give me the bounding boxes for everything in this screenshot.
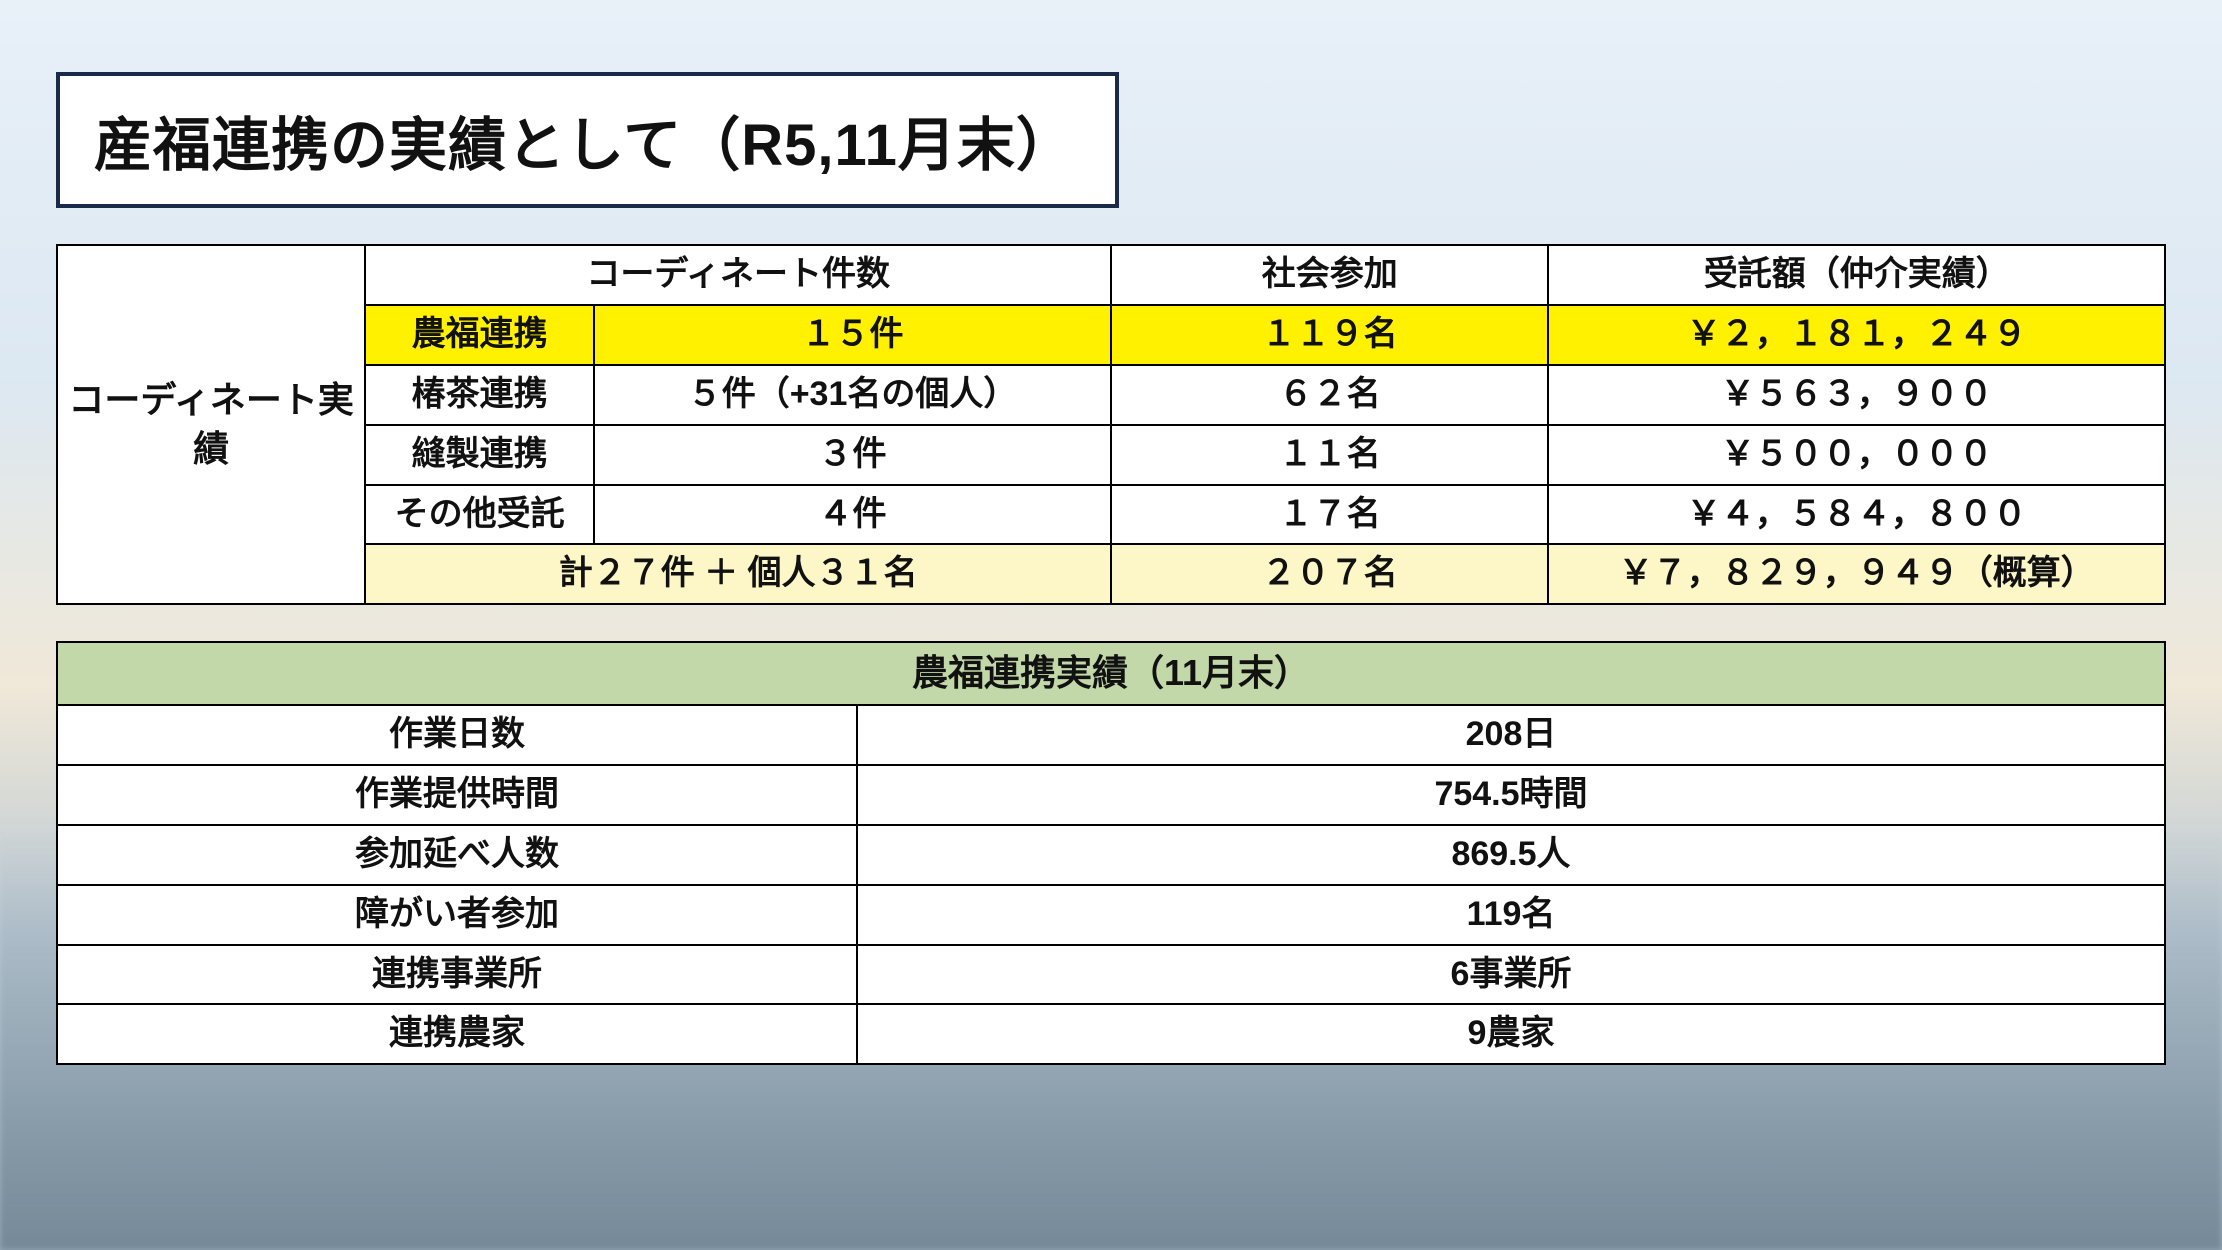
table1-total-amount: ￥７，８２９，９４９（概算）: [1548, 544, 2165, 604]
table1-col-coord: コーディネート件数: [365, 245, 1111, 305]
table1-total-participation: ２０７名: [1111, 544, 1548, 604]
table2-row1-value: 754.5時間: [857, 765, 2165, 825]
table1-row3-count: ４件: [594, 485, 1111, 545]
table2-header-row: 農福連携実績（11月末）: [57, 642, 2165, 705]
table1-row0-amount: ￥２，１８１，２４９: [1548, 305, 2165, 365]
table2-row4-label: 連携事業所: [57, 945, 857, 1005]
table2-row-1: 作業提供時間 754.5時間: [57, 765, 2165, 825]
table1-row3-amount: ￥４，５８４，８００: [1548, 485, 2165, 545]
table2-row1-label: 作業提供時間: [57, 765, 857, 825]
table2-row2-value: 869.5人: [857, 825, 2165, 885]
title-box: 産福連携の実績として（R5,11月末）: [56, 72, 1119, 208]
table1-row0-category: 農福連携: [365, 305, 594, 365]
table1-row1-category: 椿茶連携: [365, 365, 594, 425]
page-title: 産福連携の実績として（R5,11月末）: [94, 98, 1075, 182]
table1-row3-participation: １７名: [1111, 485, 1548, 545]
table1-total-coord: 計２７件 ＋ 個人３１名: [365, 544, 1111, 604]
table1-row-2: 縫製連携 ３件 １１名 ￥５００，０００: [57, 425, 2165, 485]
table2-row0-value: 208日: [857, 705, 2165, 765]
table2-row0-label: 作業日数: [57, 705, 857, 765]
coordination-results-table: コーディネート実績 コーディネート件数 社会参加 受託額（仲介実績） 農福連携 …: [56, 244, 2166, 605]
table1-rowhead: コーディネート実績: [57, 245, 365, 604]
table1-row1-participation: ６２名: [1111, 365, 1548, 425]
table2-row-3: 障がい者参加 119名: [57, 885, 2165, 945]
table2-row-2: 参加延べ人数 869.5人: [57, 825, 2165, 885]
table2-row5-label: 連携農家: [57, 1004, 857, 1064]
table2-row-4: 連携事業所 6事業所: [57, 945, 2165, 1005]
table2-row4-value: 6事業所: [857, 945, 2165, 1005]
table2-row-5: 連携農家 9農家: [57, 1004, 2165, 1064]
table1-row-3: その他受託 ４件 １７名 ￥４，５８４，８００: [57, 485, 2165, 545]
table2-row-0: 作業日数 208日: [57, 705, 2165, 765]
table1-total-row: 計２７件 ＋ 個人３１名 ２０７名 ￥７，８２９，９４９（概算）: [57, 544, 2165, 604]
table2-header: 農福連携実績（11月末）: [57, 642, 2165, 705]
noufuku-results-table: 農福連携実績（11月末） 作業日数 208日 作業提供時間 754.5時間 参加…: [56, 641, 2166, 1065]
table2-row5-value: 9農家: [857, 1004, 2165, 1064]
table1-row2-count: ３件: [594, 425, 1111, 485]
table1-row-1: 椿茶連携 ５件（+31名の個人） ６２名 ￥５６３，９００: [57, 365, 2165, 425]
table1-row0-participation: １１９名: [1111, 305, 1548, 365]
table1-row2-amount: ￥５００，０００: [1548, 425, 2165, 485]
table2-row2-label: 参加延べ人数: [57, 825, 857, 885]
table1-row2-participation: １１名: [1111, 425, 1548, 485]
table1-row3-category: その他受託: [365, 485, 594, 545]
slide-content: 産福連携の実績として（R5,11月末） コーディネート実績 コーディネート件数 …: [0, 0, 2222, 1065]
table1-row-0: 農福連携 １５件 １１９名 ￥２，１８１，２４９: [57, 305, 2165, 365]
table1-row1-amount: ￥５６３，９００: [1548, 365, 2165, 425]
table2-row3-label: 障がい者参加: [57, 885, 857, 945]
table1-row1-count: ５件（+31名の個人）: [594, 365, 1111, 425]
table1-row2-category: 縫製連携: [365, 425, 594, 485]
table2-row3-value: 119名: [857, 885, 2165, 945]
table1-col-participation: 社会参加: [1111, 245, 1548, 305]
table1-col-amount: 受託額（仲介実績）: [1548, 245, 2165, 305]
table1-header-row: コーディネート実績 コーディネート件数 社会参加 受託額（仲介実績）: [57, 245, 2165, 305]
table1-row0-count: １５件: [594, 305, 1111, 365]
